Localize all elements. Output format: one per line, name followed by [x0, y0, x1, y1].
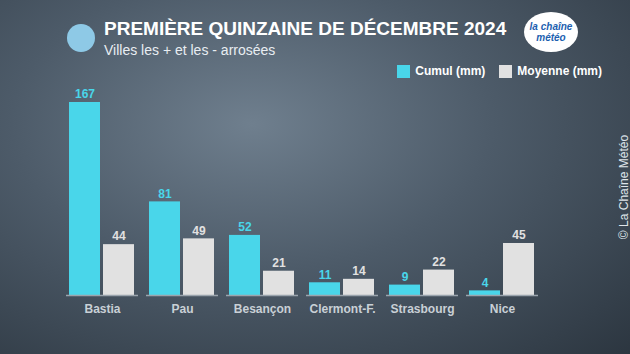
- svg-text:Pau: Pau: [171, 302, 193, 316]
- svg-text:11: 11: [319, 268, 332, 282]
- svg-text:Bastia: Bastia: [84, 302, 120, 316]
- svg-text:Besançon: Besançon: [234, 302, 291, 316]
- svg-text:45: 45: [512, 228, 526, 242]
- html-text:© La Chaîne Météo: © La Chaîne Météo: [616, 134, 630, 240]
- html-text:Villes les + et les - arrosées: Villes les + et les - arrosées: [104, 42, 276, 58]
- svg-text:22: 22: [432, 255, 446, 269]
- svg-text:44: 44: [112, 229, 126, 243]
- html-text:Moyenne (mm): Moyenne (mm): [517, 64, 602, 78]
- svg-text:Nice: Nice: [490, 302, 516, 316]
- svg-text:4: 4: [482, 276, 489, 290]
- svg-text:Strasbourg: Strasbourg: [390, 302, 454, 316]
- html-text:la chaîne météo: la chaîne météo: [529, 21, 573, 43]
- svg-text:81: 81: [158, 187, 172, 201]
- svg-text:21: 21: [272, 256, 286, 270]
- svg-text:14: 14: [352, 264, 366, 278]
- svg-text:167: 167: [75, 87, 95, 101]
- svg-text:9: 9: [402, 270, 409, 284]
- svg-text:Clermont-F.: Clermont-F.: [310, 302, 376, 316]
- html-text:PREMIÈRE QUINZAINE DE DÉCEMBRE: PREMIÈRE QUINZAINE DE DÉCEMBRE 2024: [104, 18, 507, 39]
- svg-text:49: 49: [192, 224, 206, 238]
- html-text:Cumul (mm): Cumul (mm): [415, 64, 486, 78]
- svg-text:52: 52: [238, 220, 252, 234]
